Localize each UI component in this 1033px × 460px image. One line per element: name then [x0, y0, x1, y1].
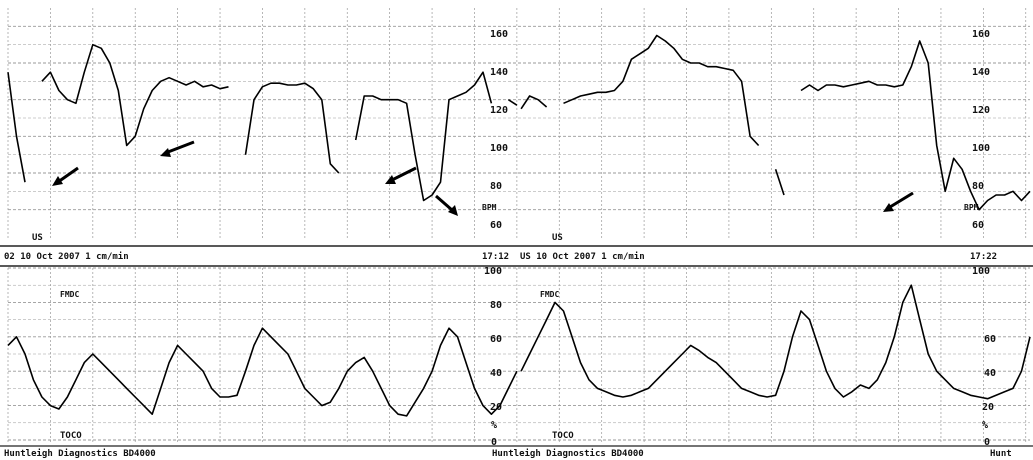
- trace-layer: [7, 34, 1031, 417]
- toco-scale-label: 40: [984, 368, 996, 379]
- fhr-scale-label: 80: [972, 181, 984, 192]
- deceleration-arrow-5: [883, 191, 914, 212]
- fhr-unit-label: BPM: [482, 203, 497, 212]
- fhr-scale-left: 160 140 120 100 80 BPM 60: [482, 29, 508, 231]
- fetal-movement-label: FMDC: [540, 290, 559, 299]
- toco-scale-label: 60: [984, 334, 996, 345]
- toco-scale-label: 40: [490, 368, 502, 379]
- toco-trace: [7, 327, 518, 417]
- strip-time-label: 17:22: [970, 252, 997, 262]
- fhr-channel-label: US: [552, 233, 563, 243]
- deceleration-arrow-3: [385, 166, 417, 184]
- fhr-trace: [7, 43, 518, 202]
- toco-scale-label: 100: [972, 266, 990, 277]
- toco-zero-label: 0: [984, 437, 990, 448]
- toco-trace: [520, 284, 1031, 400]
- fhr-scale-label: 60: [490, 220, 502, 231]
- toco-channel-label: TOCO: [60, 431, 82, 441]
- toco-scale-label: 60: [490, 334, 502, 345]
- toco-scale-label: 20: [490, 402, 502, 413]
- fetal-movement-label: FMDC: [60, 290, 79, 299]
- fhr-unit-label: BPM: [964, 203, 979, 212]
- fhr-scale-label: 100: [972, 143, 990, 154]
- footer-brand: Huntleigh Diagnostics BD4000: [492, 448, 644, 459]
- footer-brand: Huntleigh Diagnostics BD4000: [4, 448, 156, 459]
- fhr-scale-label: 140: [972, 67, 990, 78]
- fhr-scale-label: 80: [490, 181, 502, 192]
- fhr-scale-label: 160: [490, 29, 508, 40]
- toco-channel-label: TOCO: [552, 431, 574, 441]
- strip-date-label: US 10 Oct 2007 1 cm/min: [520, 251, 645, 262]
- fhr-scale-label: 140: [490, 67, 508, 78]
- fhr-scale-label: 120: [972, 105, 990, 116]
- toco-scale-label: 80: [490, 300, 502, 311]
- toco-unit-label: %: [491, 420, 497, 431]
- annotation-arrows: [52, 140, 914, 216]
- fhr-scale-label: 160: [972, 29, 990, 40]
- fhr-trace: [520, 34, 1031, 211]
- toco-grid: [7, 267, 1030, 444]
- toco-scale-label: 20: [982, 402, 994, 413]
- toco-zero-label: 0: [491, 437, 497, 448]
- fhr-scale-label: 100: [490, 143, 508, 154]
- toco-scale-label: 100: [484, 266, 502, 277]
- fhr-scale-label: 60: [972, 220, 984, 231]
- toco-unit-label: %: [982, 420, 988, 431]
- deceleration-arrow-4: [435, 194, 458, 216]
- deceleration-arrow-1: [52, 166, 79, 186]
- toco-scale-left: 100 80 60 40 20 % 0: [484, 266, 502, 448]
- strip-time-label: 17:12: [482, 252, 509, 262]
- fhr-grid: [7, 8, 1030, 240]
- deceleration-arrow-2: [160, 140, 195, 157]
- fhr-scale-right: 160 140 120 100 80 BPM 60: [964, 29, 990, 231]
- toco-scale-right: 100 60 40 20 % 0: [972, 266, 996, 448]
- strip-date-label: 02 10 Oct 2007 1 cm/min: [4, 251, 129, 262]
- fhr-scale-label: 120: [490, 105, 508, 116]
- footer-brand-partial: Hunt: [990, 449, 1012, 459]
- fhr-channel-label: US: [32, 233, 43, 243]
